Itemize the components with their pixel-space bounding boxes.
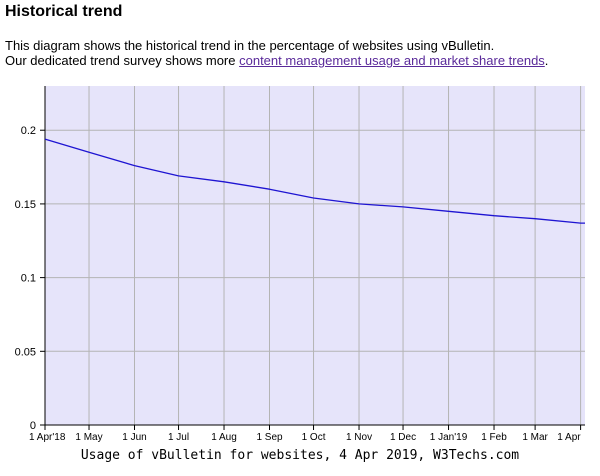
y-tick-label: 0 (30, 420, 36, 432)
x-tick-label: 1 Jun (122, 432, 146, 443)
series-line-0 (44, 138, 585, 224)
y-tick-label: 0.05 (15, 346, 36, 358)
y-tick-label: 0.15 (15, 199, 36, 211)
x-tick-label: 1 Jan'19 (430, 432, 468, 443)
x-tick-label: 1 Feb (481, 432, 507, 443)
trend-survey-link[interactable]: content management usage and market shar… (239, 53, 545, 68)
x-tick-label: 1 Apr'18 (29, 432, 66, 443)
intro-line-2-prefix: Our dedicated trend survey shows more (5, 53, 240, 68)
intro-line-2-suffix: . (544, 53, 549, 68)
y-tick-label: 0.1 (21, 273, 36, 285)
x-tick-label: 1 Aug (211, 432, 237, 443)
plot-area (45, 86, 585, 425)
x-tick-label: 1 Sep (256, 432, 283, 443)
x-tick-label: 1 Mar (522, 432, 548, 443)
x-tick-label: 1 Jul (168, 432, 189, 443)
y-tick-label: 0.2 (21, 125, 36, 137)
chart-caption: Usage of vBulletin for websites, 4 Apr 2… (80, 448, 520, 463)
x-tick-label: 1 May (75, 432, 102, 443)
page-title: Historical trend (5, 3, 123, 20)
intro-line-1: This diagram shows the historical trend … (5, 38, 495, 53)
x-tick-label: 1 Oct (302, 432, 326, 443)
intro-text: This diagram shows the historical trend … (5, 38, 595, 68)
x-tick-label: 1 Dec (390, 432, 416, 443)
trend-chart: 0 0.05 0.1 0.15 0.2 1 Apr'18 1 May 1 Jun 1 Jul 1 … (15, 86, 585, 443)
x-tick-label: 1 Apr (557, 432, 581, 443)
x-tick-label: 1 Nov (346, 432, 372, 443)
